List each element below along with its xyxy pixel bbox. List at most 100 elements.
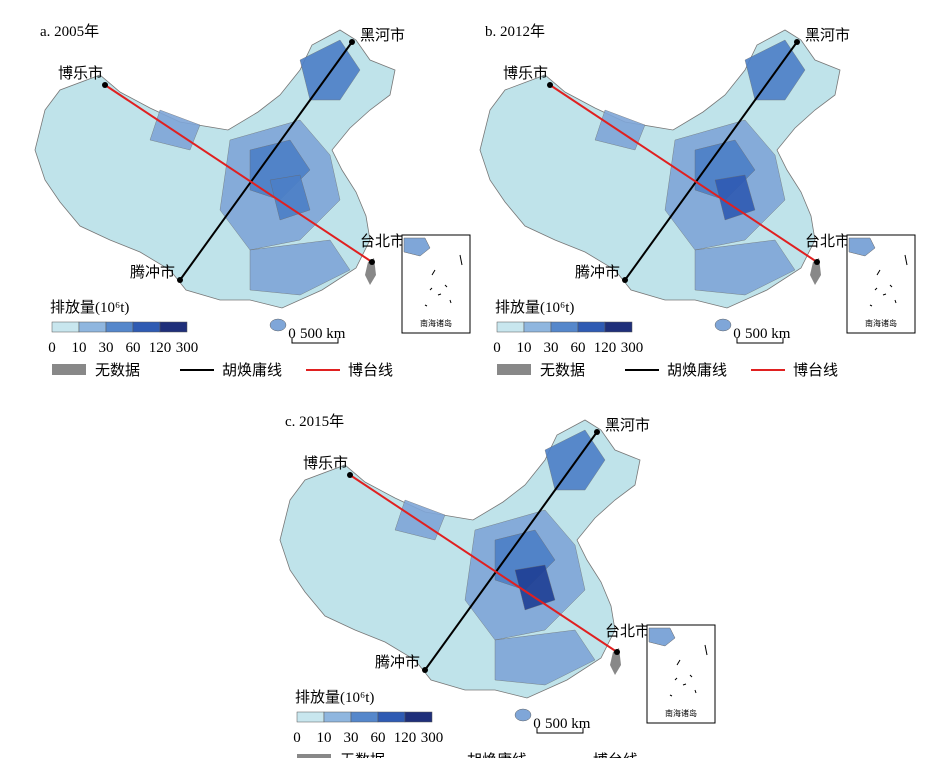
legend-break: 60	[371, 730, 386, 746]
region-shade	[514, 564, 556, 611]
legend-break: 10	[317, 730, 332, 746]
legend-title: 排放量(10⁶t)	[495, 299, 574, 316]
botai-line	[549, 84, 818, 263]
city-dot	[814, 259, 820, 265]
legend-swatch	[296, 711, 325, 723]
hainan	[269, 318, 287, 332]
legend-swatch	[523, 321, 552, 333]
city-dot	[794, 39, 800, 45]
legend-item: 博台线	[348, 362, 393, 379]
legend-break: 120	[149, 340, 172, 356]
region-shade	[744, 39, 806, 101]
legend-swatch	[404, 711, 433, 723]
city-dot	[547, 82, 553, 88]
inset-coast	[403, 237, 431, 257]
legend-title: 排放量(10⁶t)	[295, 689, 374, 706]
taiwan-no-data	[810, 258, 821, 285]
hainan	[714, 318, 732, 332]
legend-title: 排放量(10⁶t)	[50, 299, 129, 316]
inset-label: 南海诸岛	[665, 708, 697, 718]
scale-length: 500 km	[300, 326, 346, 342]
inset-label: 南海诸岛	[420, 318, 452, 328]
region-shade	[269, 174, 311, 221]
legend-swatch	[105, 321, 134, 333]
hu-line	[624, 41, 798, 281]
panel-title: b. 2012年	[485, 23, 545, 40]
city-label: 博乐市	[303, 455, 348, 472]
hu-line	[179, 41, 353, 281]
city-label: 黑河市	[805, 27, 850, 44]
botai-line	[104, 84, 373, 263]
panel-title: a. 2005年	[40, 23, 99, 40]
inset-islands	[669, 644, 708, 697]
city-label: 博乐市	[58, 65, 103, 82]
city-label: 腾冲市	[130, 264, 175, 281]
city-dot	[349, 39, 355, 45]
legend-swatch	[550, 321, 579, 333]
country-outline	[34, 29, 396, 309]
legend-break: 60	[126, 340, 141, 356]
legend-swatch	[323, 711, 352, 723]
city-dot	[347, 472, 353, 478]
country-outline	[279, 419, 641, 699]
no-data-swatch	[52, 364, 86, 375]
taiwan-no-data	[610, 648, 621, 675]
city-dot	[622, 277, 628, 283]
legend-swatch	[496, 321, 525, 333]
scale-length: 500 km	[545, 716, 591, 732]
city-label: 腾冲市	[375, 654, 420, 671]
legend-break: 30	[344, 730, 359, 746]
city-dot	[102, 82, 108, 88]
legend-swatch	[377, 711, 406, 723]
region-shade	[694, 239, 796, 296]
legend-break: 10	[72, 340, 87, 356]
scale-bar	[536, 728, 584, 734]
country-outline	[479, 29, 841, 309]
region-shade	[544, 429, 606, 491]
city-dot	[369, 259, 375, 265]
legend-swatch	[159, 321, 188, 333]
city-dot	[177, 277, 183, 283]
legend-swatch	[577, 321, 606, 333]
legend-break: 300	[621, 340, 644, 356]
scale-bar	[291, 338, 339, 344]
city-label: 博乐市	[503, 65, 548, 82]
legend-item: 胡焕庸线	[667, 361, 727, 379]
legend-break: 30	[544, 340, 559, 356]
no-data-swatch	[297, 754, 331, 763]
inset-islands	[424, 254, 463, 307]
region-shade	[714, 174, 756, 221]
legend-swatch	[350, 711, 379, 723]
legend-break: 10	[517, 340, 532, 356]
legend-swatch	[51, 321, 80, 333]
legend-break: 300	[176, 340, 199, 356]
region-shade	[494, 629, 596, 686]
city-label: 黑河市	[605, 417, 650, 434]
no-data-swatch	[497, 364, 531, 375]
city-label: 台北市	[360, 233, 405, 250]
legend-item: 无数据	[540, 362, 585, 379]
legend-break: 60	[571, 340, 586, 356]
legend-item: 博台线	[593, 752, 638, 758]
legend-break: 0	[493, 340, 501, 356]
legend-break: 120	[394, 730, 417, 746]
legend-item: 博台线	[793, 362, 838, 379]
legend-item: 胡焕庸线	[467, 751, 527, 758]
legend-item: 无数据	[340, 752, 385, 758]
scale-zero: 0	[533, 716, 541, 732]
inset-coast	[648, 627, 676, 647]
scale-length: 500 km	[745, 326, 791, 342]
legend-swatch	[78, 321, 107, 333]
legend-swatch	[132, 321, 161, 333]
city-label: 腾冲市	[575, 264, 620, 281]
region-shade	[299, 39, 361, 101]
hu-line	[424, 431, 598, 671]
scale-bar	[736, 338, 784, 344]
inset-label: 南海诸岛	[865, 318, 897, 328]
legend-item: 胡焕庸线	[222, 361, 282, 379]
scale-zero: 0	[288, 326, 296, 342]
